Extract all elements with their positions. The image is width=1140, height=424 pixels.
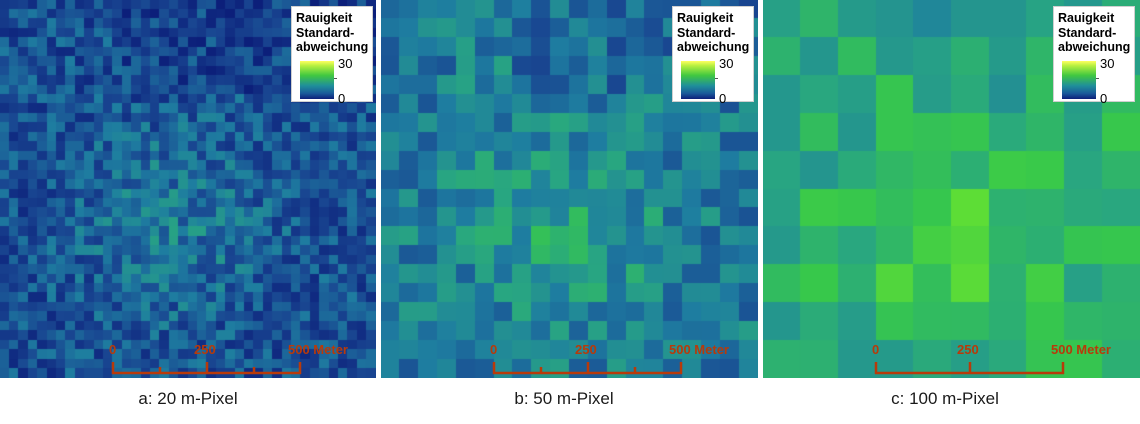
- legend-color-ramp: [300, 61, 334, 99]
- legend-tick: [334, 78, 337, 79]
- legend-min-value: 0: [1100, 91, 1108, 106]
- legend-max-value: 30: [719, 56, 734, 71]
- legend-title-line2: Standard-: [1058, 25, 1117, 40]
- legend-title: Rauigkeit Standard- abweichung: [296, 11, 368, 55]
- caption-b: b: 50 m-Pixel: [514, 389, 614, 408]
- legend-max-value: 30: [1100, 56, 1115, 71]
- map-panel-c: Rauigkeit Standard- abweichung 30 0 0 25…: [763, 0, 1140, 378]
- legend-title-line3: abweichung: [677, 40, 750, 54]
- legend-min-value: 0: [719, 91, 727, 106]
- legend-title-line1: Rauigkeit: [677, 11, 734, 25]
- legend: Rauigkeit Standard- abweichung 30 0: [1053, 6, 1135, 106]
- map-panel-a: Rauigkeit Standard- abweichung 30 0 0 25…: [0, 0, 376, 378]
- legend-max-value: 30: [338, 56, 353, 71]
- caption-a: a: 20 m-Pixel: [138, 389, 238, 408]
- legend-title-line3: abweichung: [1058, 40, 1131, 54]
- legend-title-line2: Standard-: [296, 25, 355, 40]
- legend-title: Rauigkeit Standard- abweichung: [1058, 11, 1130, 55]
- caption-c: c: 100 m-Pixel: [891, 389, 999, 408]
- legend-title: Rauigkeit Standard- abweichung: [677, 11, 749, 55]
- legend-color-ramp: [1062, 61, 1096, 99]
- legend-tick: [1096, 78, 1099, 79]
- legend-title-line3: abweichung: [296, 40, 369, 54]
- legend-color-ramp: [681, 61, 715, 99]
- map-panel-b: Rauigkeit Standard- abweichung 30 0 0 25…: [381, 0, 758, 378]
- legend-min-value: 0: [338, 91, 346, 106]
- legend: Rauigkeit Standard- abweichung 30 0: [672, 6, 754, 106]
- legend-tick: [715, 78, 718, 79]
- legend-title-line1: Rauigkeit: [1058, 11, 1115, 25]
- legend-title-line1: Rauigkeit: [296, 11, 353, 25]
- legend: Rauigkeit Standard- abweichung 30 0: [291, 6, 373, 106]
- legend-title-line2: Standard-: [677, 25, 736, 40]
